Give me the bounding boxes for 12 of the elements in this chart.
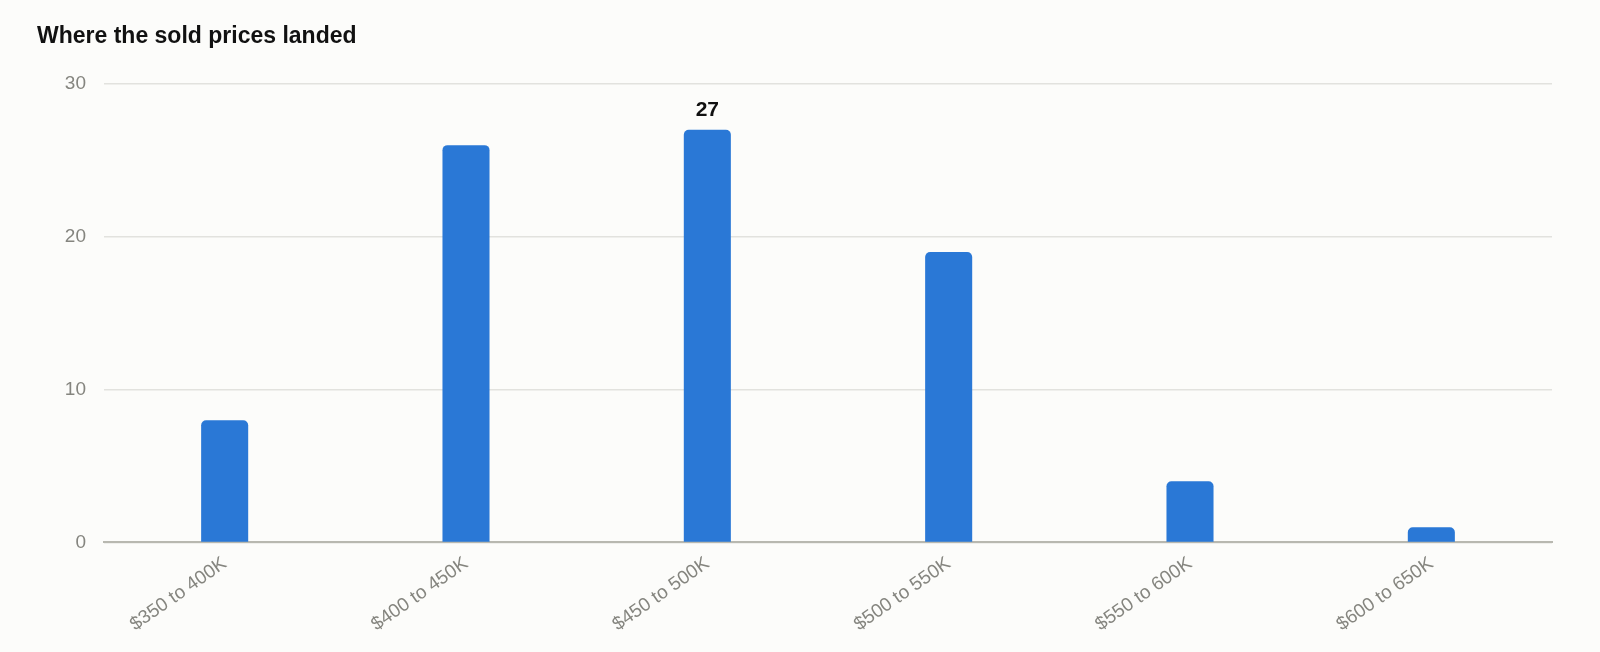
bar xyxy=(442,145,490,542)
bar xyxy=(1166,481,1214,542)
bar xyxy=(1407,527,1455,542)
y-tick-label: 20 xyxy=(64,225,86,247)
y-tick-label: 0 xyxy=(75,530,86,552)
bar xyxy=(201,420,249,542)
y-tick-label: 30 xyxy=(64,72,86,94)
bar xyxy=(925,252,973,542)
y-tick-label: 10 xyxy=(64,377,86,399)
bar xyxy=(683,129,731,542)
chart-title: Where the sold prices landed xyxy=(37,22,357,49)
data-label: 27 xyxy=(695,97,720,121)
